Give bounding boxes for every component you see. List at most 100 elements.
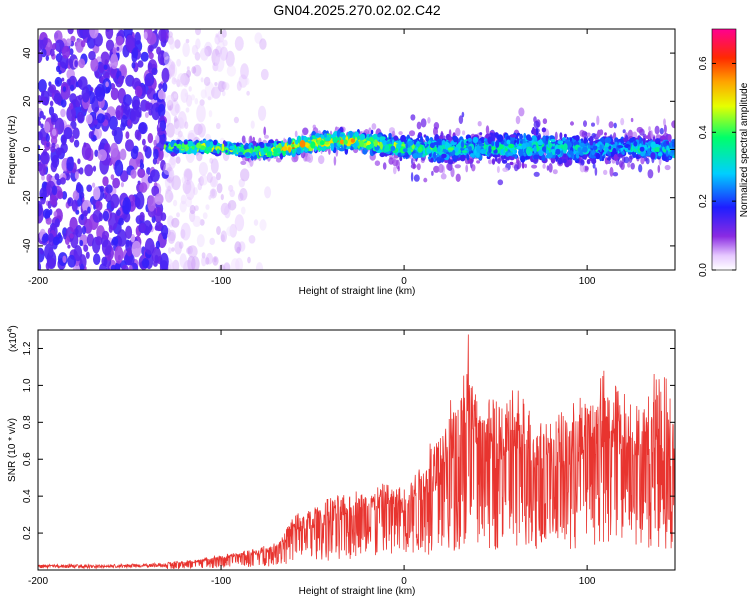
noise-blob	[48, 233, 54, 243]
signal-blob	[579, 142, 585, 148]
noise-blob	[182, 42, 190, 57]
signal-blob	[633, 141, 638, 147]
noise-blob	[158, 29, 167, 42]
x-tick-label: 0	[401, 276, 407, 287]
scatter-blob	[427, 117, 431, 124]
signal-blob	[382, 140, 387, 146]
scatter-blob	[650, 130, 653, 139]
signal-blob	[516, 132, 521, 136]
signal-blob	[591, 150, 596, 156]
noise-blob	[165, 188, 169, 194]
signal-blob	[507, 152, 514, 156]
noise-blob	[147, 133, 154, 144]
signal-blob	[467, 137, 473, 142]
signal-blob	[611, 144, 618, 148]
y-tick-label: 0.2	[22, 526, 33, 540]
scatter-blob	[612, 172, 619, 177]
signal-blob	[436, 156, 441, 163]
noise-blob	[203, 76, 211, 86]
signal-blob	[533, 145, 537, 154]
signal-blob	[601, 143, 605, 150]
noise-blob	[108, 225, 113, 233]
noise-blob	[138, 122, 147, 134]
noise-blob	[110, 87, 119, 101]
scatter-blob	[458, 115, 464, 124]
noise-blob	[67, 29, 74, 35]
noise-blob	[223, 262, 231, 270]
noise-blob	[114, 159, 124, 177]
noise-blob	[182, 75, 189, 88]
signal-blob	[575, 135, 580, 141]
signal-blob	[205, 140, 211, 148]
signal-blob	[516, 137, 520, 145]
noise-blob	[106, 267, 110, 270]
noise-blob	[102, 176, 109, 187]
noise-blob	[54, 218, 60, 228]
noise-blob	[264, 186, 272, 199]
scatter-blob	[579, 163, 586, 173]
noise-blob	[57, 190, 64, 200]
signal-blob	[245, 148, 251, 153]
noise-blob	[184, 121, 189, 129]
noise-blob	[153, 139, 157, 147]
signal-blob	[292, 148, 295, 154]
noise-blob	[248, 235, 256, 244]
scatter-blob	[455, 127, 461, 137]
noise-blob	[61, 137, 67, 146]
signal-blob	[253, 154, 257, 160]
noise-blob	[66, 156, 74, 172]
x-tick-label: 100	[579, 576, 596, 587]
noise-blob	[142, 220, 152, 235]
signal-blob	[522, 138, 526, 145]
noise-blob	[235, 257, 244, 270]
y-tick-label: 0.8	[22, 415, 33, 429]
signal-blob	[459, 154, 466, 162]
noise-blob	[160, 115, 164, 121]
signal-blob	[376, 134, 383, 138]
signal-blob	[370, 129, 374, 135]
signal-blob	[170, 140, 174, 148]
noise-blob	[69, 233, 74, 239]
noise-blob	[68, 102, 74, 110]
noise-blob	[83, 210, 88, 217]
signal-blob	[425, 135, 430, 142]
noise-blob	[198, 162, 208, 176]
noise-blob	[58, 70, 62, 75]
noise-blob	[61, 77, 65, 82]
signal-blob	[430, 157, 434, 163]
noise-blob	[158, 127, 162, 132]
colorbar-tick-label: 0.2	[698, 194, 709, 208]
noise-blob	[105, 29, 110, 32]
noise-blob	[168, 105, 172, 111]
noise-blob	[92, 165, 97, 172]
noise-blob	[105, 29, 114, 40]
signal-blob	[282, 146, 288, 152]
noise-blob	[157, 89, 165, 100]
noise-blob	[38, 79, 47, 93]
noise-blob	[138, 222, 146, 233]
noise-blob	[128, 265, 133, 270]
noise-blob	[38, 153, 41, 161]
signal-blob	[319, 140, 325, 146]
signal-blob	[408, 130, 416, 137]
signal-blob	[406, 148, 410, 153]
chart-title: GN04.2025.270.02.02.C42	[273, 2, 441, 18]
scatter-blob	[608, 121, 614, 129]
noise-blob	[67, 254, 77, 268]
signal-blob	[415, 143, 421, 148]
noise-blob	[95, 200, 103, 211]
noise-blob	[79, 239, 84, 247]
noise-blob	[173, 78, 177, 83]
scatter-blob	[542, 118, 548, 125]
signal-blob	[605, 137, 612, 143]
noise-blob	[200, 174, 208, 186]
noise-blob	[52, 43, 57, 50]
noise-blob	[112, 177, 120, 189]
signal-blob	[436, 138, 442, 145]
signal-blob	[492, 154, 499, 158]
y-tick-label: 40	[22, 47, 33, 59]
noise-blob	[192, 215, 202, 227]
noise-blob	[131, 47, 139, 59]
noise-blob	[247, 256, 251, 264]
signal-blob	[321, 146, 327, 152]
